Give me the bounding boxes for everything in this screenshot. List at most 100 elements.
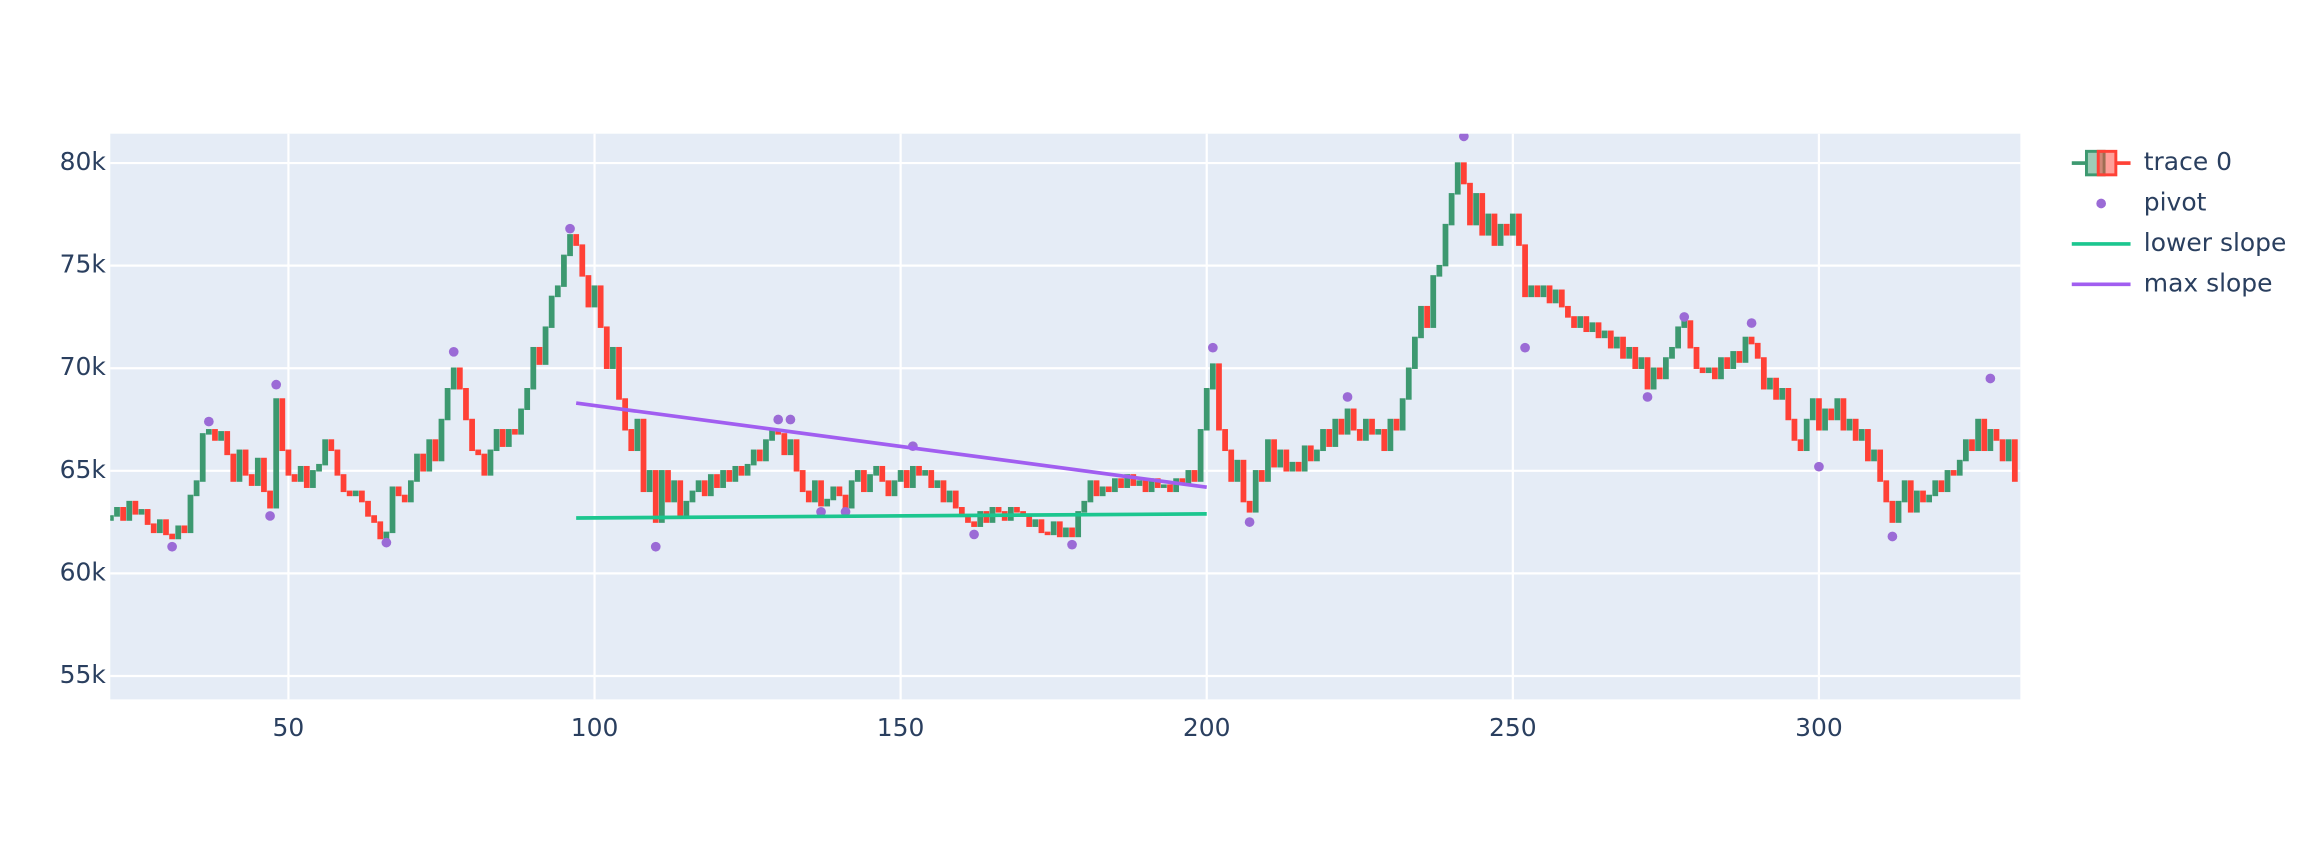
candle [1118, 478, 1124, 488]
candle [756, 449, 763, 462]
candle [1638, 357, 1645, 369]
x-tick-label: 300 [1795, 713, 1843, 742]
candle [1858, 429, 1865, 441]
candle [1014, 507, 1020, 513]
candle [1816, 398, 1822, 431]
candle [1999, 439, 2006, 462]
candle [707, 474, 714, 497]
candle [2005, 439, 2012, 462]
candle [1754, 342, 1761, 359]
candle [603, 326, 610, 369]
candle [1987, 429, 1994, 452]
y-tick-label: 60k [60, 557, 107, 586]
candle [1032, 519, 1039, 527]
candle [120, 507, 127, 521]
candle [1503, 223, 1510, 236]
candle [1895, 500, 1902, 523]
candle [1185, 470, 1192, 484]
pivot-point [816, 506, 826, 517]
pivot-point [969, 529, 979, 540]
candle [487, 449, 494, 476]
candle [1314, 449, 1320, 462]
candle [1620, 336, 1626, 359]
candle [1614, 336, 1620, 349]
candle [303, 465, 310, 488]
candle [1320, 429, 1326, 452]
candle [848, 480, 855, 509]
candle [1289, 461, 1296, 472]
candle [1222, 429, 1228, 452]
candle [1405, 367, 1412, 400]
slope-line [576, 512, 1207, 520]
candle [110, 515, 114, 521]
candle [1228, 449, 1235, 482]
candle [732, 465, 739, 482]
candle [450, 367, 457, 390]
candle [1087, 480, 1094, 503]
candle [1130, 474, 1137, 486]
candle [1283, 449, 1290, 472]
y-tick-label: 65k [60, 455, 107, 484]
candle [1736, 351, 1743, 363]
pivot-point [167, 541, 177, 552]
candle [377, 521, 384, 540]
pivot-point [271, 379, 282, 390]
y-tick-label: 80k [60, 147, 107, 176]
candle [1252, 470, 1259, 513]
candle [285, 449, 292, 476]
candle [793, 439, 800, 472]
axes: 55k 60k 65k 70k 75k 80k 50 100 150 200 250 300 [60, 147, 1843, 742]
candle [1558, 289, 1565, 308]
candle [322, 439, 329, 466]
candle [824, 498, 831, 507]
candle [1240, 459, 1247, 503]
plot-background [110, 133, 2021, 700]
candle [1926, 494, 1933, 503]
candle [1687, 320, 1694, 349]
pivot-point [1887, 531, 1898, 542]
candle [1773, 377, 1779, 400]
candle [365, 500, 371, 517]
candle [1540, 285, 1547, 298]
candle [144, 509, 151, 525]
candle [1271, 439, 1277, 468]
candle [1871, 449, 1877, 462]
candle [1099, 486, 1106, 497]
x-tick-label: 50 [273, 713, 305, 742]
candle [1565, 305, 1571, 318]
candle [126, 500, 133, 521]
candle [1809, 398, 1816, 421]
candle [750, 449, 757, 466]
candle [726, 470, 733, 482]
candle [1901, 480, 1908, 503]
candle [1063, 527, 1069, 538]
candle [1381, 429, 1388, 452]
candle [1981, 418, 1988, 452]
pivot-point [1985, 373, 1996, 384]
candle [383, 531, 390, 540]
candle [1258, 470, 1265, 482]
candle [426, 439, 433, 472]
candle [316, 463, 322, 472]
candle [1338, 418, 1345, 435]
candle [628, 429, 635, 452]
candle [1846, 418, 1853, 431]
y-tick-label: 55k [60, 660, 107, 689]
legend-symbol [2096, 198, 2107, 209]
candle [407, 480, 414, 503]
candle [1050, 521, 1057, 536]
candle [928, 470, 935, 488]
candle [1375, 429, 1382, 435]
candle [505, 429, 512, 447]
candle [1093, 480, 1100, 497]
candle [1975, 418, 1981, 452]
candle [1969, 439, 1975, 452]
candle [291, 474, 298, 482]
candle [438, 418, 445, 462]
candle [610, 346, 616, 369]
candle [1160, 484, 1167, 488]
candle [1301, 445, 1308, 472]
candle [1834, 398, 1841, 421]
candle [518, 408, 524, 435]
candle [995, 507, 1002, 513]
